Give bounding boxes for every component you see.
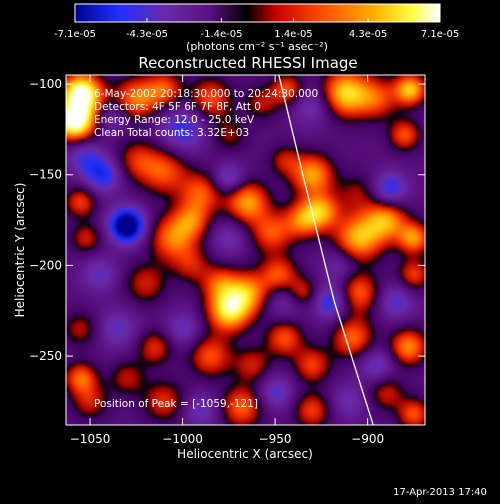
plot-area: [66, 75, 425, 425]
colorbar-tick-label: -7.1e-05: [54, 29, 96, 40]
colorbar: -7.1e-05 -4.3e-05 -1.4e-05 1.4e-05 4.3e-05 7.…: [54, 3, 459, 53]
plot-frame: [65, 74, 426, 426]
colorbar-tick-label: -1.4e-05: [201, 29, 243, 40]
annotation-energy-range: Energy Range: 12.0 - 25.0 keV: [94, 114, 255, 126]
colorbar-tick-label: 1.4e-05: [274, 29, 312, 40]
y-tick-label: −200: [29, 258, 62, 272]
y-axis-ticks: −100 −150 −200 −250: [29, 77, 425, 363]
heatmap-image: [66, 75, 425, 425]
x-axis-ticks: −1050 −1000 −950 −900: [70, 75, 384, 446]
annotation-block: 6-May-2002 20:18:30.000 to 20:24:30.000 …: [94, 88, 318, 139]
x-tick-label: −1050: [70, 432, 111, 446]
chart-title: Reconstructed RHESSI Image: [138, 54, 357, 72]
y-tick-label: −250: [29, 349, 62, 363]
x-axis-label: Heliocentric X (arcsec): [177, 447, 313, 461]
y-tick-label: −150: [29, 168, 62, 182]
colorbar-unit: (photons cm⁻² s⁻¹ asec⁻²): [186, 40, 328, 53]
y-tick-label: −100: [29, 77, 62, 91]
x-tick-label: −1000: [162, 432, 203, 446]
annotation-detectors: Detectors: 4F 5F 6F 7F 8F, Att 0: [94, 101, 261, 113]
x-tick-label: −950: [259, 432, 292, 446]
colorbar-tick-label: -4.3e-05: [126, 29, 168, 40]
timestamp: 17-Apr-2013 17:40: [393, 487, 487, 498]
colorbar-gradient: [74, 3, 441, 23]
solar-limb-curve: [278, 75, 374, 425]
annotation-time-range: 6-May-2002 20:18:30.000 to 20:24:30.000: [94, 88, 318, 100]
peak-position-label: Position of Peak = [-1059,-121]: [94, 398, 258, 410]
colorbar-tick-label: 4.3e-05: [349, 29, 387, 40]
annotation-counts: Clean Total counts: 3.32E+03: [94, 127, 249, 139]
x-tick-label: −900: [351, 432, 384, 446]
colorbar-tick-label: 7.1e-05: [421, 29, 459, 40]
colorbar-ticks: -7.1e-05 -4.3e-05 -1.4e-05 1.4e-05 4.3e-05 7.…: [54, 18, 459, 40]
y-axis-label: Heliocentric Y (arcsec): [13, 183, 27, 318]
